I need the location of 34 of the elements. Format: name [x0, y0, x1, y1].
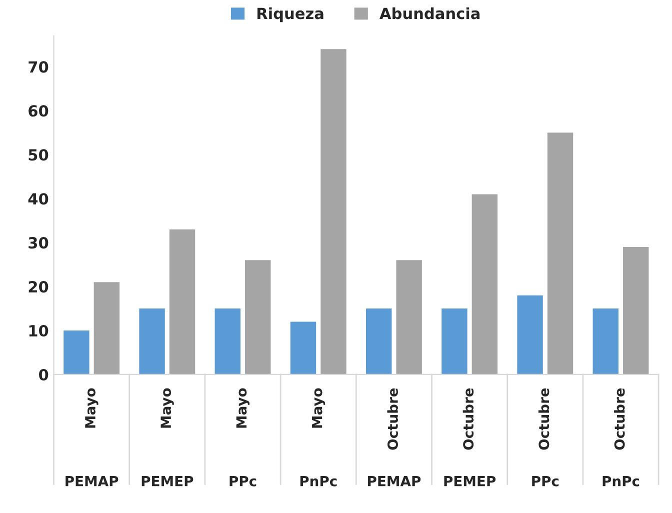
y-tick-label: 50: [28, 149, 48, 161]
category-label: Octubre PEMAP: [368, 388, 421, 486]
category-label: Octubre PPc: [532, 388, 559, 486]
legend-label: Riqueza: [257, 7, 324, 22]
bar: [623, 246, 649, 374]
bar: [592, 308, 618, 374]
y-tick-label: 20: [28, 281, 48, 293]
y-tick-label: 0: [39, 368, 48, 381]
y-tick-label: 60: [28, 105, 48, 117]
bar: [64, 330, 90, 374]
y-tick-label: 30: [28, 237, 48, 249]
bar: [366, 308, 392, 374]
category-label: Mayo PPc: [230, 388, 256, 486]
bar: [214, 308, 240, 374]
category-label: Mayo PnPc: [300, 388, 337, 486]
bar: [547, 132, 574, 374]
y-tick-label: 70: [28, 61, 48, 73]
bar: [245, 260, 271, 374]
bar: [472, 194, 498, 374]
y-tick-label: 10: [29, 324, 48, 337]
y-tick-label: 40: [28, 193, 48, 205]
category-label: Mayo PEMEP: [142, 388, 194, 486]
bar: [169, 229, 196, 374]
bar: [396, 260, 422, 374]
bar: [94, 282, 120, 374]
bar: [320, 49, 346, 374]
bar: [139, 308, 165, 374]
bar: [442, 308, 468, 374]
legend-label: Abundancia: [380, 7, 480, 20]
category-label: Octubre PEMEP: [444, 388, 496, 486]
bar: [290, 322, 316, 374]
category-label: Mayo PEMAP: [66, 388, 118, 486]
category-label: Octubre PnPc: [602, 388, 640, 486]
bar: [517, 295, 543, 374]
